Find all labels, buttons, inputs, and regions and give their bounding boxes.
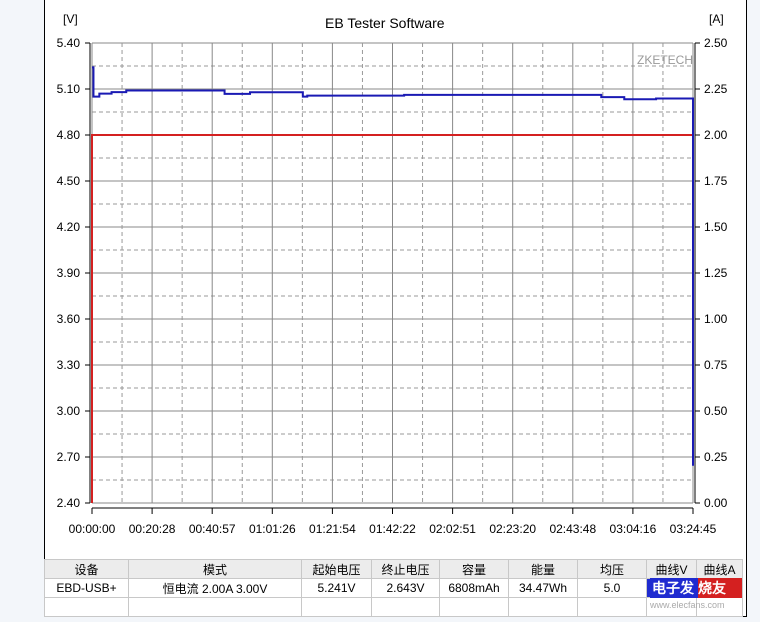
- elecfans-logo: 电子发 烧友: [650, 578, 742, 598]
- col-curve-a[interactable]: 曲线A: [696, 559, 743, 579]
- y-right-label: [A]: [709, 12, 724, 26]
- cell-avg-voltage: 5.0: [577, 578, 647, 598]
- x-tick-label: 00:40:57: [189, 522, 236, 536]
- chart-title: EB Tester Software: [325, 15, 445, 31]
- y-left-tick-label: 4.80: [57, 128, 81, 142]
- chart: EB Tester Software [V] [A] ZKETECH 5.40 5…: [57, 12, 728, 536]
- x-tick-label: 02:43:48: [549, 522, 596, 536]
- cell-mode: 恒电流 2.00A 3.00V: [128, 578, 302, 598]
- y-right-tick-label: 2.25: [704, 82, 728, 96]
- col-mode[interactable]: 模式: [128, 559, 302, 579]
- y-left-tick-label: 4.20: [57, 220, 81, 234]
- y-right-tick-label: 1.50: [704, 220, 728, 234]
- y-right-tick-label: 2.00: [704, 128, 728, 142]
- y-right-tick-label: 1.75: [704, 174, 728, 188]
- col-avg-voltage[interactable]: 均压: [577, 559, 647, 579]
- chart-frame: EB Tester Software [V] [A] ZKETECH 5.40 5…: [44, 0, 747, 617]
- x-tick-label: 03:04:16: [610, 522, 657, 536]
- cell-start-voltage: 5.241V: [301, 578, 372, 598]
- y-right-tick-label: 0.25: [704, 450, 728, 464]
- y-right-tick-label: 0.75: [704, 358, 728, 372]
- logo-part: 烧友: [698, 578, 742, 598]
- col-capacity[interactable]: 容量: [439, 559, 509, 579]
- y-left-tick-label: 3.60: [57, 312, 81, 326]
- watermark: ZKETECH: [637, 53, 693, 67]
- table-header: 设备 模式 起始电压 终止电压 容量 能量 均压 曲线V 曲线A: [44, 559, 743, 579]
- y-left-tick-label: 2.70: [57, 450, 81, 464]
- logo-url: www.elecfans.com: [650, 600, 725, 610]
- voltage-series-line: [92, 66, 694, 466]
- x-tick-label: 03:24:45: [670, 522, 717, 536]
- y-left-label: [V]: [63, 12, 78, 26]
- y-left-tick-label: 4.50: [57, 174, 81, 188]
- y-right-tick-label: 2.50: [704, 36, 728, 50]
- table-row[interactable]: EBD-USB+ 恒电流 2.00A 3.00V 5.241V 2.643V 6…: [44, 578, 743, 598]
- y-left-tick-label: 5.40: [57, 36, 81, 50]
- cell-energy: 34.47Wh: [508, 578, 578, 598]
- cell-capacity: 6808mAh: [439, 578, 509, 598]
- y-left-tick-label: 2.40: [57, 496, 81, 510]
- col-end-voltage[interactable]: 终止电压: [371, 559, 440, 579]
- x-tick-label: 02:23:20: [489, 522, 536, 536]
- results-table: 设备 模式 起始电压 终止电压 容量 能量 均压 曲线V 曲线A EBD-USB…: [44, 559, 743, 617]
- y-left-tick-label: 3.00: [57, 404, 81, 418]
- cell-device: EBD-USB+: [44, 578, 129, 598]
- x-tick-label: 01:42:22: [369, 522, 416, 536]
- table-row-empty: [44, 597, 743, 617]
- y-right-tick-label: 0.50: [704, 404, 728, 418]
- cell-end-voltage: 2.643V: [371, 578, 440, 598]
- x-tick-label: 01:21:54: [309, 522, 356, 536]
- y-right-tick-label: 1.00: [704, 312, 728, 326]
- col-device[interactable]: 设备: [44, 559, 129, 579]
- y-right-tick-label: 0.00: [704, 496, 728, 510]
- y-left-tick-label: 3.30: [57, 358, 81, 372]
- logo-part: 电子发: [650, 578, 698, 598]
- y-left-tick-label: 3.90: [57, 266, 81, 280]
- col-curve-v[interactable]: 曲线V: [646, 559, 697, 579]
- col-energy[interactable]: 能量: [508, 559, 578, 579]
- x-tick-label: 01:01:26: [249, 522, 296, 536]
- y-right-tick-label: 1.25: [704, 266, 728, 280]
- x-tick-label: 00:20:28: [129, 522, 176, 536]
- y-left-tick-label: 5.10: [57, 82, 81, 96]
- x-tick-label: 02:02:51: [429, 522, 476, 536]
- x-tick-label: 00:00:00: [69, 522, 116, 536]
- col-start-voltage[interactable]: 起始电压: [301, 559, 372, 579]
